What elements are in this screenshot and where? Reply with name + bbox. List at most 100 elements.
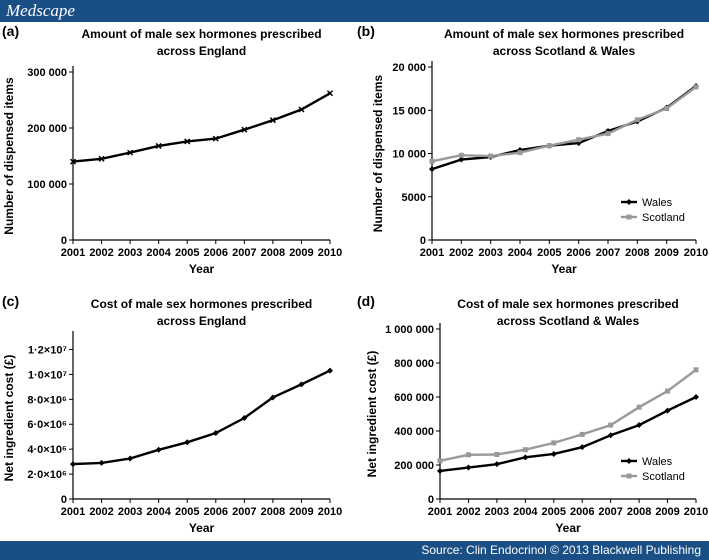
data-point-series-1 [98,459,105,466]
legend-label-wales: Wales [642,456,673,468]
data-point-series-1 [155,142,162,149]
y-tick-label: 6·0×10⁶ [27,419,67,431]
data-point-scotland [608,422,614,428]
y-tick-label: 300 000 [27,67,67,79]
data-point-wales [429,166,435,173]
marker-stroke [241,126,248,133]
footer-bar: Source: Clin Endocrinol © 2013 Blackwell… [0,541,709,560]
x-tick-label: 2001 [420,247,444,259]
x-tick-label: 2001 [428,506,452,518]
x-tick-label: 2008 [627,506,651,518]
series-line-scotland [431,85,697,163]
x-tick-label: 2007 [232,247,256,259]
data-point-scotland [634,117,640,123]
data-point-scotland [494,451,500,457]
data-point-scotland [636,404,642,410]
marker-stroke [269,117,276,124]
chart-title-line: across England [157,314,246,328]
x-tick-label: 2004 [508,247,533,259]
y-tick-label: 0 [61,235,67,247]
legend-marker-scotland [626,473,632,479]
y-tick-label: 1 000 000 [385,324,434,336]
data-point-scotland [488,153,494,159]
chart-b-svg: (b) Amount of male sex hormones prescribe… [357,23,708,276]
data-point-series-1 [269,394,276,401]
y-axis-label: Net ingredient cost (£) [2,355,16,482]
x-tick-label: 2009 [289,506,313,518]
y-tick-label: 0 [420,235,426,247]
marker-stroke [155,142,162,149]
legend-marker-scotland [626,214,632,220]
y-tick-label: 8·0×10⁶ [27,394,67,406]
data-point-scotland [664,106,670,112]
data-point-wales [579,444,586,451]
brand-logo: Medscape [6,1,75,20]
marker-stroke [326,90,334,97]
series-line-scotland [439,368,697,462]
y-tick-label: 100 000 [27,179,67,191]
x-tick-label: 2005 [175,247,199,259]
x-tick-label: 2003 [485,506,509,518]
x-tick-label: 2001 [61,506,85,518]
data-point-scotland [693,367,699,373]
y-tick-label: 4·0×10⁶ [27,444,67,456]
marker-stroke [98,155,105,162]
data-point-wales [437,467,443,474]
x-tick-label: 2004 [513,506,538,518]
legend-label-wales: Wales [642,197,673,209]
x-tick-label: 2010 [318,247,342,259]
x-tick-label: 2006 [570,506,594,518]
chart-title-line: Amount of male sex hormones prescribed [81,27,321,41]
data-point-wales [605,128,611,135]
x-tick-label: 2009 [654,247,678,259]
data-point-scotland [465,452,471,458]
y-axis-label: Net ingredient cost (£) [365,351,379,478]
data-point-series-1 [298,106,305,113]
y-tick-label: 400 000 [394,426,434,438]
x-axis-label: Year [551,262,577,276]
data-point-wales [636,422,643,429]
series-line-series-1 [72,92,331,163]
chart-panel-d: (d) Cost of male sex hormones prescribed a… [355,292,709,540]
marker-stroke [69,158,77,165]
panel-letter-d: (d) [357,293,375,309]
chart-title-line: across England [157,44,246,58]
source-credit: Source: Clin Endocrinol © 2013 Blackwell… [421,543,701,557]
x-tick-label: 2008 [625,247,649,259]
data-point-series-1 [127,455,134,462]
data-point-series-1 [127,149,134,156]
chart-panel-a: (a) Amount of male sex hormones prescribe… [0,22,355,292]
chart-title-line: across Scotland & Wales [497,314,640,328]
y-tick-label: 0 [61,494,67,506]
data-point-series-1 [298,381,305,388]
y-tick-label: 200 000 [394,460,434,472]
chart-title-line: Cost of male sex hormones prescribed [457,297,678,311]
x-tick-label: 2005 [542,506,566,518]
x-tick-label: 2007 [598,506,622,518]
x-axis-label: Year [189,262,215,276]
y-tick-label: 1·0×10⁷ [28,369,68,381]
data-point-wales [693,394,699,400]
data-point-scotland [579,431,585,437]
data-point-scotland [551,440,557,446]
chart-title-line: Cost of male sex hormones prescribed [91,297,312,311]
chart-a-svg: (a) Amount of male sex hormones prescribe… [2,23,342,276]
chart-d-svg: (d) Cost of male sex hormones prescribed a… [357,293,708,535]
y-tick-label: 2·0×10⁶ [27,469,67,481]
data-point-series-1 [326,90,334,97]
data-point-wales [664,407,671,414]
data-point-series-1 [269,117,276,124]
data-point-series-1 [70,461,76,468]
chart-title-line: Amount of male sex hormones prescribed [444,27,684,41]
data-point-series-1 [212,135,219,142]
y-tick-label: 0 [428,494,434,506]
data-point-scotland [665,388,671,394]
y-tick-label: 800 000 [394,358,434,370]
marker-stroke [127,149,134,156]
data-point-series-1 [184,439,191,446]
x-tick-label: 2008 [261,247,285,259]
x-tick-label: 2010 [318,506,342,518]
y-tick-label: 5000 [402,192,426,204]
panel-letter-c: (c) [2,293,19,309]
data-point-wales [458,156,465,163]
